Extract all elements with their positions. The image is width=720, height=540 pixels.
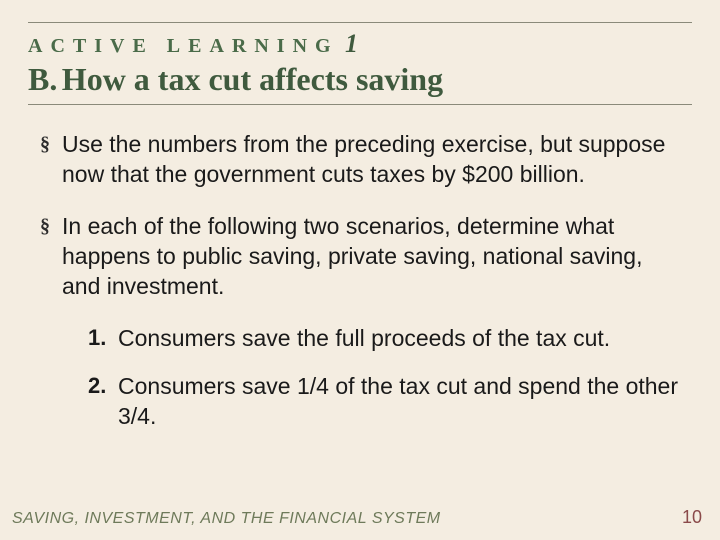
bullet-item: § In each of the following two scenarios… xyxy=(40,211,680,301)
bullet-mark: § xyxy=(40,129,62,189)
scenario-number: 2. xyxy=(88,371,118,431)
scenario-item: 1. Consumers save the full proceeds of t… xyxy=(88,323,680,353)
title-letter: B. xyxy=(28,61,57,97)
kicker-line: ACTIVE LEARNING 1 xyxy=(28,29,692,59)
bullet-item: § Use the numbers from the preceding exe… xyxy=(40,129,680,189)
scenario-list: 1. Consumers save the full proceeds of t… xyxy=(88,323,680,431)
header: ACTIVE LEARNING 1 B. How a tax cut affec… xyxy=(0,0,720,115)
page-number: 10 xyxy=(682,507,702,528)
scenario-item: 2. Consumers save 1/4 of the tax cut and… xyxy=(88,371,680,431)
kicker-text: ACTIVE LEARNING xyxy=(28,35,339,57)
scenario-text: Consumers save 1/4 of the tax cut and sp… xyxy=(118,371,680,431)
footer: SAVING, INVESTMENT, AND THE FINANCIAL SY… xyxy=(12,507,702,528)
bullet-text: In each of the following two scenarios, … xyxy=(62,211,680,301)
scenario-number: 1. xyxy=(88,323,118,353)
bullet-text: Use the numbers from the preceding exerc… xyxy=(62,129,680,189)
title-text: How a tax cut affects saving xyxy=(62,61,443,97)
bullet-mark: § xyxy=(40,211,62,301)
top-rule xyxy=(28,22,692,23)
title-row: B. How a tax cut affects saving xyxy=(28,61,692,105)
scenario-text: Consumers save the full proceeds of the … xyxy=(118,323,610,353)
kicker-number: 1 xyxy=(345,29,358,58)
footer-title: SAVING, INVESTMENT, AND THE FINANCIAL SY… xyxy=(12,510,441,528)
content: § Use the numbers from the preceding exe… xyxy=(0,115,720,431)
